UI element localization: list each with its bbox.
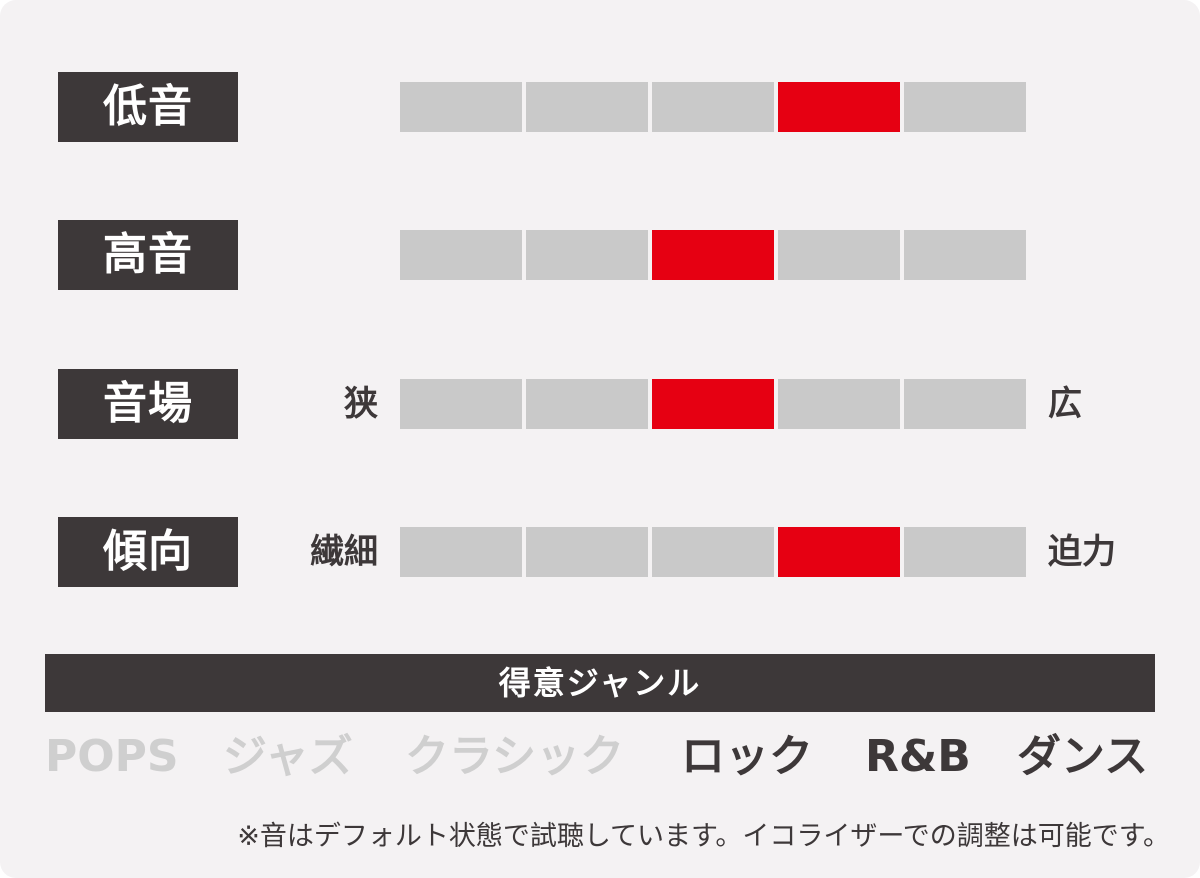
meter-segment-3: [652, 379, 774, 429]
genre-item: ロック: [681, 731, 813, 782]
footnote: ※音はデフォルト状態で試聴しています。イコライザーでの調整は可能です。: [237, 821, 1170, 852]
meter-segment-4: [778, 379, 900, 429]
scale-right-label: 迫力: [1048, 532, 1116, 572]
meter-segment-2: [526, 230, 648, 280]
meter-segment-5: [904, 527, 1026, 577]
meter-segment-4: [778, 527, 900, 577]
scale-right-label: 広: [1048, 384, 1082, 424]
meter-segment-5: [904, 82, 1026, 132]
meter-segment-1: [400, 379, 522, 429]
row-soundstage: 音場 狭 広: [0, 369, 1200, 439]
scale-left-label: 狭: [344, 384, 378, 424]
meter-segment-4: [778, 230, 900, 280]
row-treble: 高音: [0, 220, 1200, 290]
genre-header: 得意ジャンル: [45, 654, 1155, 712]
meter-segment-1: [400, 527, 522, 577]
genre-item: R&B: [865, 731, 971, 782]
row-label: 傾向: [58, 517, 238, 587]
meter-segment-2: [526, 82, 648, 132]
genre-list: POPS ジャズ クラシック ロック R&B ダンス: [45, 722, 1155, 792]
level-meter: [400, 230, 1026, 280]
scale-left-label: 繊細: [310, 532, 378, 572]
meter-segment-3: [652, 82, 774, 132]
meter-segment-5: [904, 230, 1026, 280]
meter-segment-2: [526, 527, 648, 577]
genre-item: ダンス: [1017, 731, 1149, 782]
row-label: 音場: [58, 369, 238, 439]
level-meter: [400, 527, 1026, 577]
meter-segment-3: [652, 230, 774, 280]
meter-segment-2: [526, 379, 648, 429]
row-bass: 低音: [0, 72, 1200, 142]
level-meter: [400, 379, 1026, 429]
level-meter: [400, 82, 1026, 132]
meter-segment-1: [400, 82, 522, 132]
meter-segment-4: [778, 82, 900, 132]
meter-segment-5: [904, 379, 1026, 429]
genre-item: クラシック: [405, 731, 625, 782]
genre-item: POPS: [45, 731, 179, 782]
row-label: 高音: [58, 220, 238, 290]
meter-segment-1: [400, 230, 522, 280]
genre-item: ジャズ: [223, 731, 353, 782]
row-label: 低音: [58, 72, 238, 142]
row-tendency: 傾向 繊細 迫力: [0, 517, 1200, 587]
meter-segment-3: [652, 527, 774, 577]
